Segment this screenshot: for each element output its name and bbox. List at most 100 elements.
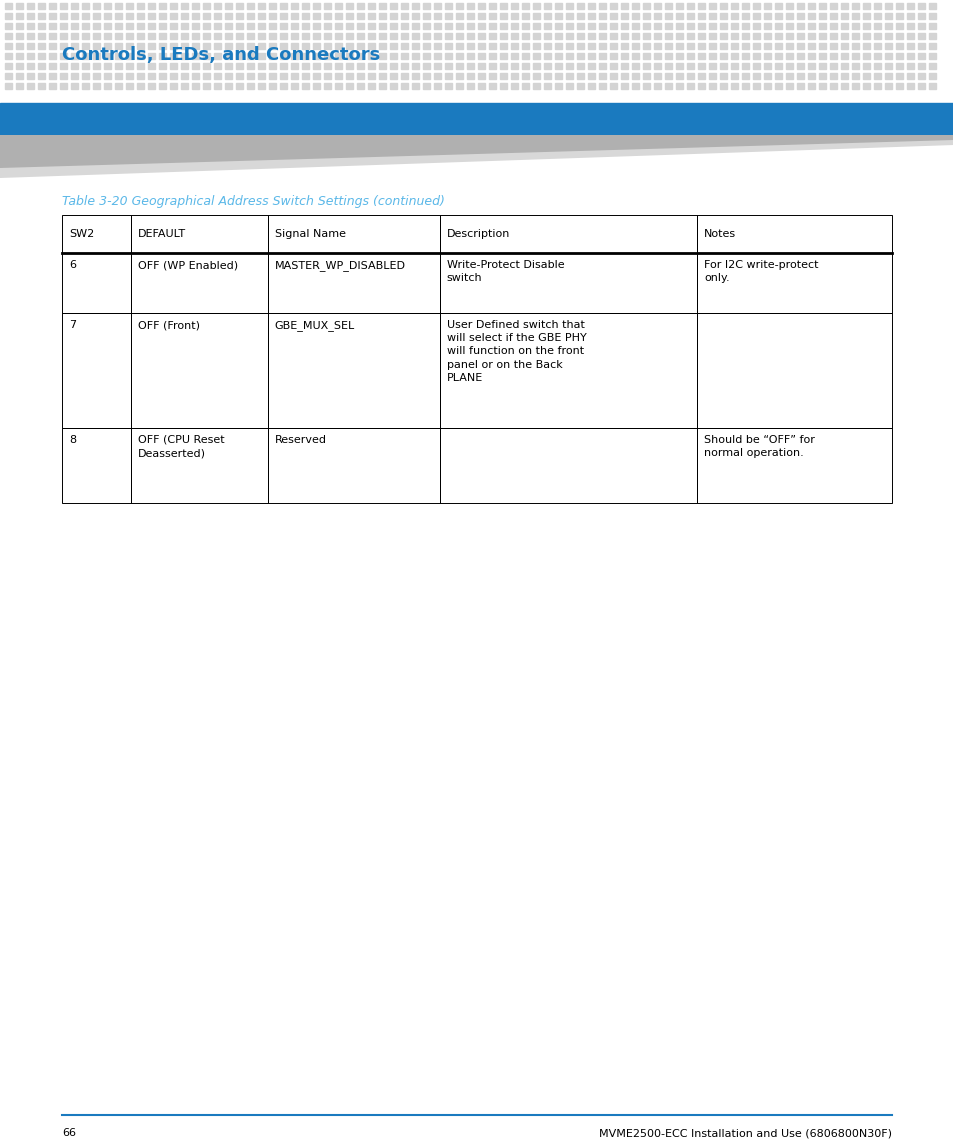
Bar [269, 73, 275, 79]
Bar [434, 53, 440, 60]
Bar [148, 13, 154, 19]
Bar [62, 253, 131, 313]
Bar [5, 13, 12, 19]
Bar [356, 82, 364, 89]
Bar [499, 73, 506, 79]
Bar [511, 23, 517, 29]
Bar [676, 82, 682, 89]
Bar [565, 73, 573, 79]
Bar [38, 44, 45, 49]
Bar [378, 63, 386, 69]
Bar [71, 44, 78, 49]
Bar [49, 53, 56, 60]
Bar [302, 53, 309, 60]
Bar [60, 44, 67, 49]
Bar [390, 23, 396, 29]
Bar [631, 53, 639, 60]
Bar [71, 33, 78, 39]
Bar [763, 63, 770, 69]
Bar [225, 3, 232, 9]
Bar [390, 73, 396, 79]
Bar [5, 82, 12, 89]
Text: Write-Protect Disable
switch: Write-Protect Disable switch [446, 260, 563, 283]
Bar [213, 53, 221, 60]
Bar [708, 82, 716, 89]
Text: 7: 7 [69, 319, 76, 330]
Bar [82, 33, 89, 39]
Bar [895, 53, 902, 60]
Bar [467, 53, 474, 60]
Bar [818, 63, 825, 69]
Bar [356, 73, 364, 79]
Bar [378, 13, 386, 19]
Bar [148, 3, 154, 9]
Bar [235, 13, 243, 19]
Bar [829, 53, 836, 60]
Bar [698, 73, 704, 79]
Bar [543, 53, 551, 60]
Bar [598, 33, 605, 39]
Text: MASTER_WP_DISABLED: MASTER_WP_DISABLED [274, 260, 405, 271]
Bar [796, 73, 803, 79]
Bar [269, 33, 275, 39]
Bar [841, 13, 847, 19]
Bar [439, 215, 697, 253]
Bar [225, 53, 232, 60]
Bar [720, 33, 726, 39]
Bar [928, 44, 935, 49]
Bar [456, 13, 462, 19]
Bar [126, 33, 132, 39]
Bar [654, 82, 660, 89]
Text: 8: 8 [69, 435, 76, 445]
Bar [368, 73, 375, 79]
Bar [698, 33, 704, 39]
Text: For I2C write-protect
only.: For I2C write-protect only. [703, 260, 818, 283]
Bar [511, 63, 517, 69]
Bar [598, 82, 605, 89]
Bar [400, 63, 408, 69]
Bar [257, 73, 265, 79]
Bar [752, 82, 760, 89]
Bar [62, 428, 131, 503]
Bar [346, 3, 353, 9]
Bar [686, 63, 693, 69]
Bar [467, 82, 474, 89]
Bar [225, 13, 232, 19]
Bar [609, 73, 617, 79]
Bar [422, 53, 430, 60]
Bar [5, 33, 12, 39]
Bar [664, 82, 671, 89]
Bar [873, 44, 880, 49]
Bar [170, 44, 177, 49]
Bar [477, 63, 484, 69]
Bar [356, 3, 364, 9]
Bar [511, 53, 517, 60]
Bar [884, 73, 891, 79]
Bar [159, 53, 166, 60]
Bar [225, 23, 232, 29]
Bar [609, 63, 617, 69]
Bar [698, 23, 704, 29]
Bar [884, 33, 891, 39]
Bar [368, 63, 375, 69]
Bar [422, 23, 430, 29]
Bar [444, 82, 452, 89]
Bar [422, 82, 430, 89]
Bar [170, 3, 177, 9]
Bar [884, 63, 891, 69]
Bar [203, 53, 210, 60]
Bar [598, 3, 605, 9]
Bar [928, 73, 935, 79]
Bar [313, 3, 319, 9]
Bar [181, 63, 188, 69]
Bar [543, 33, 551, 39]
Bar [631, 3, 639, 9]
Bar [807, 73, 814, 79]
Bar [741, 82, 748, 89]
Bar [60, 3, 67, 9]
Bar [368, 23, 375, 29]
Bar [577, 73, 583, 79]
Bar [686, 53, 693, 60]
Bar [49, 13, 56, 19]
Bar [577, 13, 583, 19]
